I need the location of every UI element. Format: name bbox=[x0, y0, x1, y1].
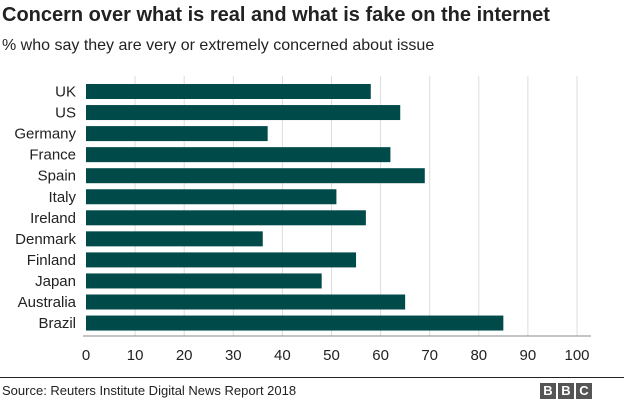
bbc-logo-letter: B bbox=[558, 383, 574, 399]
bar bbox=[86, 231, 263, 247]
bar bbox=[86, 210, 366, 226]
bar bbox=[86, 147, 391, 163]
category-label: US bbox=[55, 105, 76, 122]
category-label: Brazil bbox=[38, 315, 76, 332]
chart-title: Concern over what is real and what is fa… bbox=[2, 4, 550, 26]
x-tick-label: 30 bbox=[225, 347, 242, 364]
category-label: Japan bbox=[35, 273, 76, 290]
bbc-logo-letter: B bbox=[540, 383, 556, 399]
bar-chart: UK US Germany France Spain Italy Ireland Denmar… bbox=[14, 76, 591, 364]
x-tick-label: 80 bbox=[470, 347, 487, 364]
x-tick-label: 100 bbox=[564, 347, 589, 364]
category-label: Spain bbox=[38, 168, 76, 185]
x-tick-label: 0 bbox=[82, 347, 90, 364]
category-label: Denmark bbox=[15, 231, 76, 248]
x-tick-label: 50 bbox=[323, 347, 340, 364]
x-tick-label: 60 bbox=[372, 347, 389, 364]
bar bbox=[86, 105, 401, 121]
x-tick-label: 10 bbox=[127, 347, 144, 364]
category-label: Ireland bbox=[30, 210, 76, 227]
x-tick-label: 20 bbox=[176, 347, 193, 364]
category-label: Finland bbox=[27, 252, 76, 269]
bar bbox=[86, 252, 357, 268]
chart-subtitle: % who say they are very or extremely con… bbox=[2, 37, 435, 54]
x-tick-label: 90 bbox=[520, 347, 537, 364]
x-tick-label: 40 bbox=[274, 347, 291, 364]
bbc-logo: B B C bbox=[540, 383, 592, 399]
bar bbox=[86, 168, 425, 184]
bar bbox=[86, 189, 337, 205]
category-label: France bbox=[29, 147, 76, 164]
category-label: Germany bbox=[14, 126, 76, 143]
x-tick-label: 70 bbox=[421, 347, 438, 364]
bar bbox=[86, 273, 322, 289]
category-label: Australia bbox=[18, 294, 77, 311]
category-label: UK bbox=[55, 84, 76, 101]
bbc-logo-letter: C bbox=[576, 383, 592, 399]
source-note: Source: Reuters Institute Digital News R… bbox=[2, 383, 297, 398]
footer-divider bbox=[0, 377, 624, 378]
bar bbox=[86, 84, 371, 99]
bar bbox=[86, 315, 504, 331]
category-label: Italy bbox=[48, 189, 76, 206]
bar bbox=[86, 294, 406, 310]
bar bbox=[86, 126, 268, 142]
